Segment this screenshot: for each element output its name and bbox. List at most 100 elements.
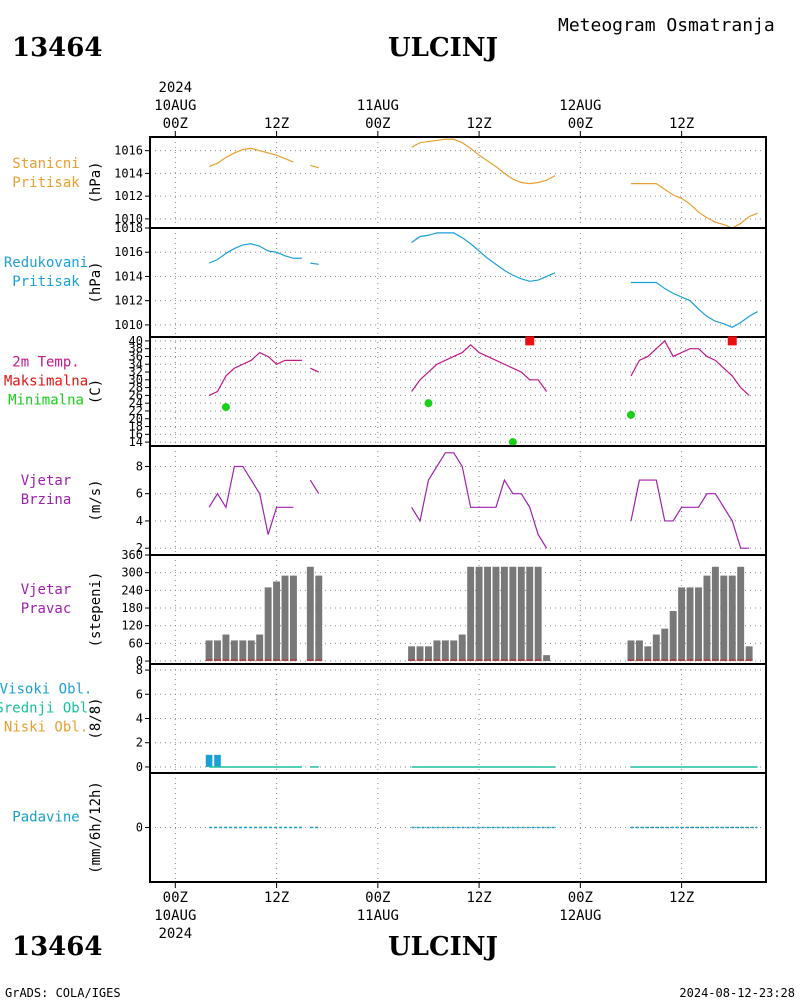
series-line: [208, 243, 302, 264]
wind-direction-bar: [526, 566, 534, 662]
wind-direction-bar: [264, 587, 272, 662]
y-tick-label: 6: [136, 687, 143, 701]
y-tick-label: 0: [136, 821, 143, 835]
series-line: [411, 232, 556, 282]
station-id-top: 13464: [12, 33, 102, 63]
panel-wind_speed: 2 4 6 8 Vjetar Brzina (m/s): [21, 445, 767, 556]
wind-direction-bar: [652, 634, 660, 662]
y-tick-label: 1016: [114, 144, 143, 158]
wind-direction-bar: [247, 640, 255, 662]
y-tick-label: 60: [129, 636, 143, 650]
y-tick-label: 1014: [114, 166, 143, 180]
panel-frame: [149, 772, 767, 883]
panel-label: Padavine: [12, 810, 79, 826]
station-name-bottom: ULCINJ: [388, 932, 498, 962]
y-tick-label: 14: [129, 435, 143, 449]
y-tick-label: 4: [136, 514, 143, 528]
panel-frame: [149, 663, 767, 774]
panel-pressure_station: 1010 1012 1014 1016 Stanicni Pritisak (hPa): [12, 136, 767, 229]
chart-title: Meteogram Osmatranja: [558, 15, 775, 36]
y-tick-label: 8: [136, 459, 143, 473]
footer: 13464 ULCINJ GrADS: COLA/IGES 2024-08-12…: [5, 932, 795, 1000]
min-temp-marker: [508, 438, 517, 447]
wind-direction-bar: [425, 646, 432, 662]
wind-direction-bar: [475, 566, 483, 662]
wind-direction-bar: [281, 575, 289, 662]
min-temp-marker: [424, 399, 433, 408]
time-tick-label-top: 12Z: [669, 116, 694, 132]
time-tick-label-top: 12Z: [466, 116, 491, 132]
min-temp-marker: [221, 403, 230, 412]
y-tick-label: 0: [136, 654, 143, 668]
wind-direction-bar: [441, 640, 449, 662]
wind-direction-bar: [543, 655, 551, 662]
y-tick-label: 2: [136, 541, 143, 555]
credit-text: GrADS: COLA/IGES: [5, 986, 121, 1000]
y-tick-label: 1010: [114, 318, 143, 332]
panel-label: Niski Obl.: [4, 720, 88, 736]
y-tick-label: 16: [129, 427, 143, 441]
station-id-bottom: 13464: [12, 932, 102, 962]
y-tick-label: 1012: [114, 294, 143, 308]
y-tick-label: 18: [129, 420, 143, 434]
time-tick-label-bottom: 00Z: [365, 890, 390, 906]
date-label-top: 12AUG: [559, 98, 601, 114]
wind-direction-bar: [711, 566, 719, 662]
timestamp-text: 2024-08-12-23:28: [679, 986, 795, 1000]
y-tick-label: 24: [129, 396, 143, 410]
y-tick-label: 32: [129, 365, 143, 379]
series-line: [411, 452, 548, 549]
panel-label: Vjetar: [21, 473, 72, 489]
time-tick-label-top: 00Z: [568, 116, 593, 132]
wind-direction-bar: [517, 566, 525, 662]
series-line: [208, 351, 302, 396]
wind-direction-bar: [678, 587, 686, 662]
series-line: [630, 339, 750, 396]
y-tick-label: 360: [121, 548, 143, 562]
y-tick-label: 8: [136, 663, 143, 677]
y-tick-label: 2: [136, 736, 143, 750]
y-tick-label: 6: [136, 487, 143, 501]
wind-direction-bar: [205, 640, 213, 662]
y-tick-label: 4: [136, 712, 143, 726]
wind-direction-bar: [433, 640, 441, 662]
y-axis-label: (stepeni): [88, 572, 104, 648]
wind-direction-bar: [661, 628, 669, 662]
panel-label: Pritisak: [12, 175, 80, 191]
panel-frame: [149, 336, 767, 447]
y-tick-label: 1018: [114, 221, 143, 235]
series-line: [630, 479, 750, 549]
series-line: [411, 138, 556, 185]
y-tick-label: 20: [129, 412, 143, 426]
y-axis-label: (hPa): [88, 161, 104, 203]
panel-clouds: 0 2 4 6 8 Visoki Obl. Srednji Obl. Niski Obl. (8…: [0, 663, 767, 774]
panel-label: Vjetar: [21, 582, 72, 598]
series-line: [411, 343, 548, 392]
time-tick-label-bottom: 12Z: [466, 890, 491, 906]
y-tick-label: 34: [129, 357, 143, 371]
wind-direction-bar: [509, 566, 517, 662]
station-name-top: ULCINJ: [388, 33, 498, 63]
y-tick-label: 36: [129, 349, 143, 363]
year-label-bottom: 2024: [158, 926, 192, 942]
bottom-time-axis: 00Z 12Z 00Z 12Z 00Z 12Z 10AUG 11AUG 12AUG 2024: [154, 882, 694, 942]
date-label-bottom: 12AUG: [559, 908, 601, 924]
panel-frame: [149, 136, 767, 229]
date-label-top: 10AUG: [154, 98, 196, 114]
panel-label: Redukovani: [4, 255, 88, 271]
wind-direction-bar: [467, 566, 475, 662]
max-temp-marker: [525, 336, 535, 346]
time-tick-label-top: 00Z: [365, 116, 390, 132]
y-tick-label: 1012: [114, 189, 143, 203]
wind-direction-bar: [745, 646, 753, 662]
cloud-bar: [205, 754, 213, 767]
wind-direction-bar: [273, 581, 281, 662]
time-tick-label-bottom: 12Z: [264, 890, 289, 906]
date-label-bottom: 10AUG: [154, 908, 196, 924]
date-label-top: 11AUG: [357, 98, 399, 114]
wind-direction-bar: [484, 566, 491, 662]
wind-direction-bar: [458, 634, 466, 662]
y-axis-label: (8/8): [88, 697, 104, 739]
panel-wind_direction: 0 60 120 180 240 300 360 Vjetar Pravac (stepeni): [21, 548, 767, 668]
wind-direction-bar: [635, 640, 643, 662]
